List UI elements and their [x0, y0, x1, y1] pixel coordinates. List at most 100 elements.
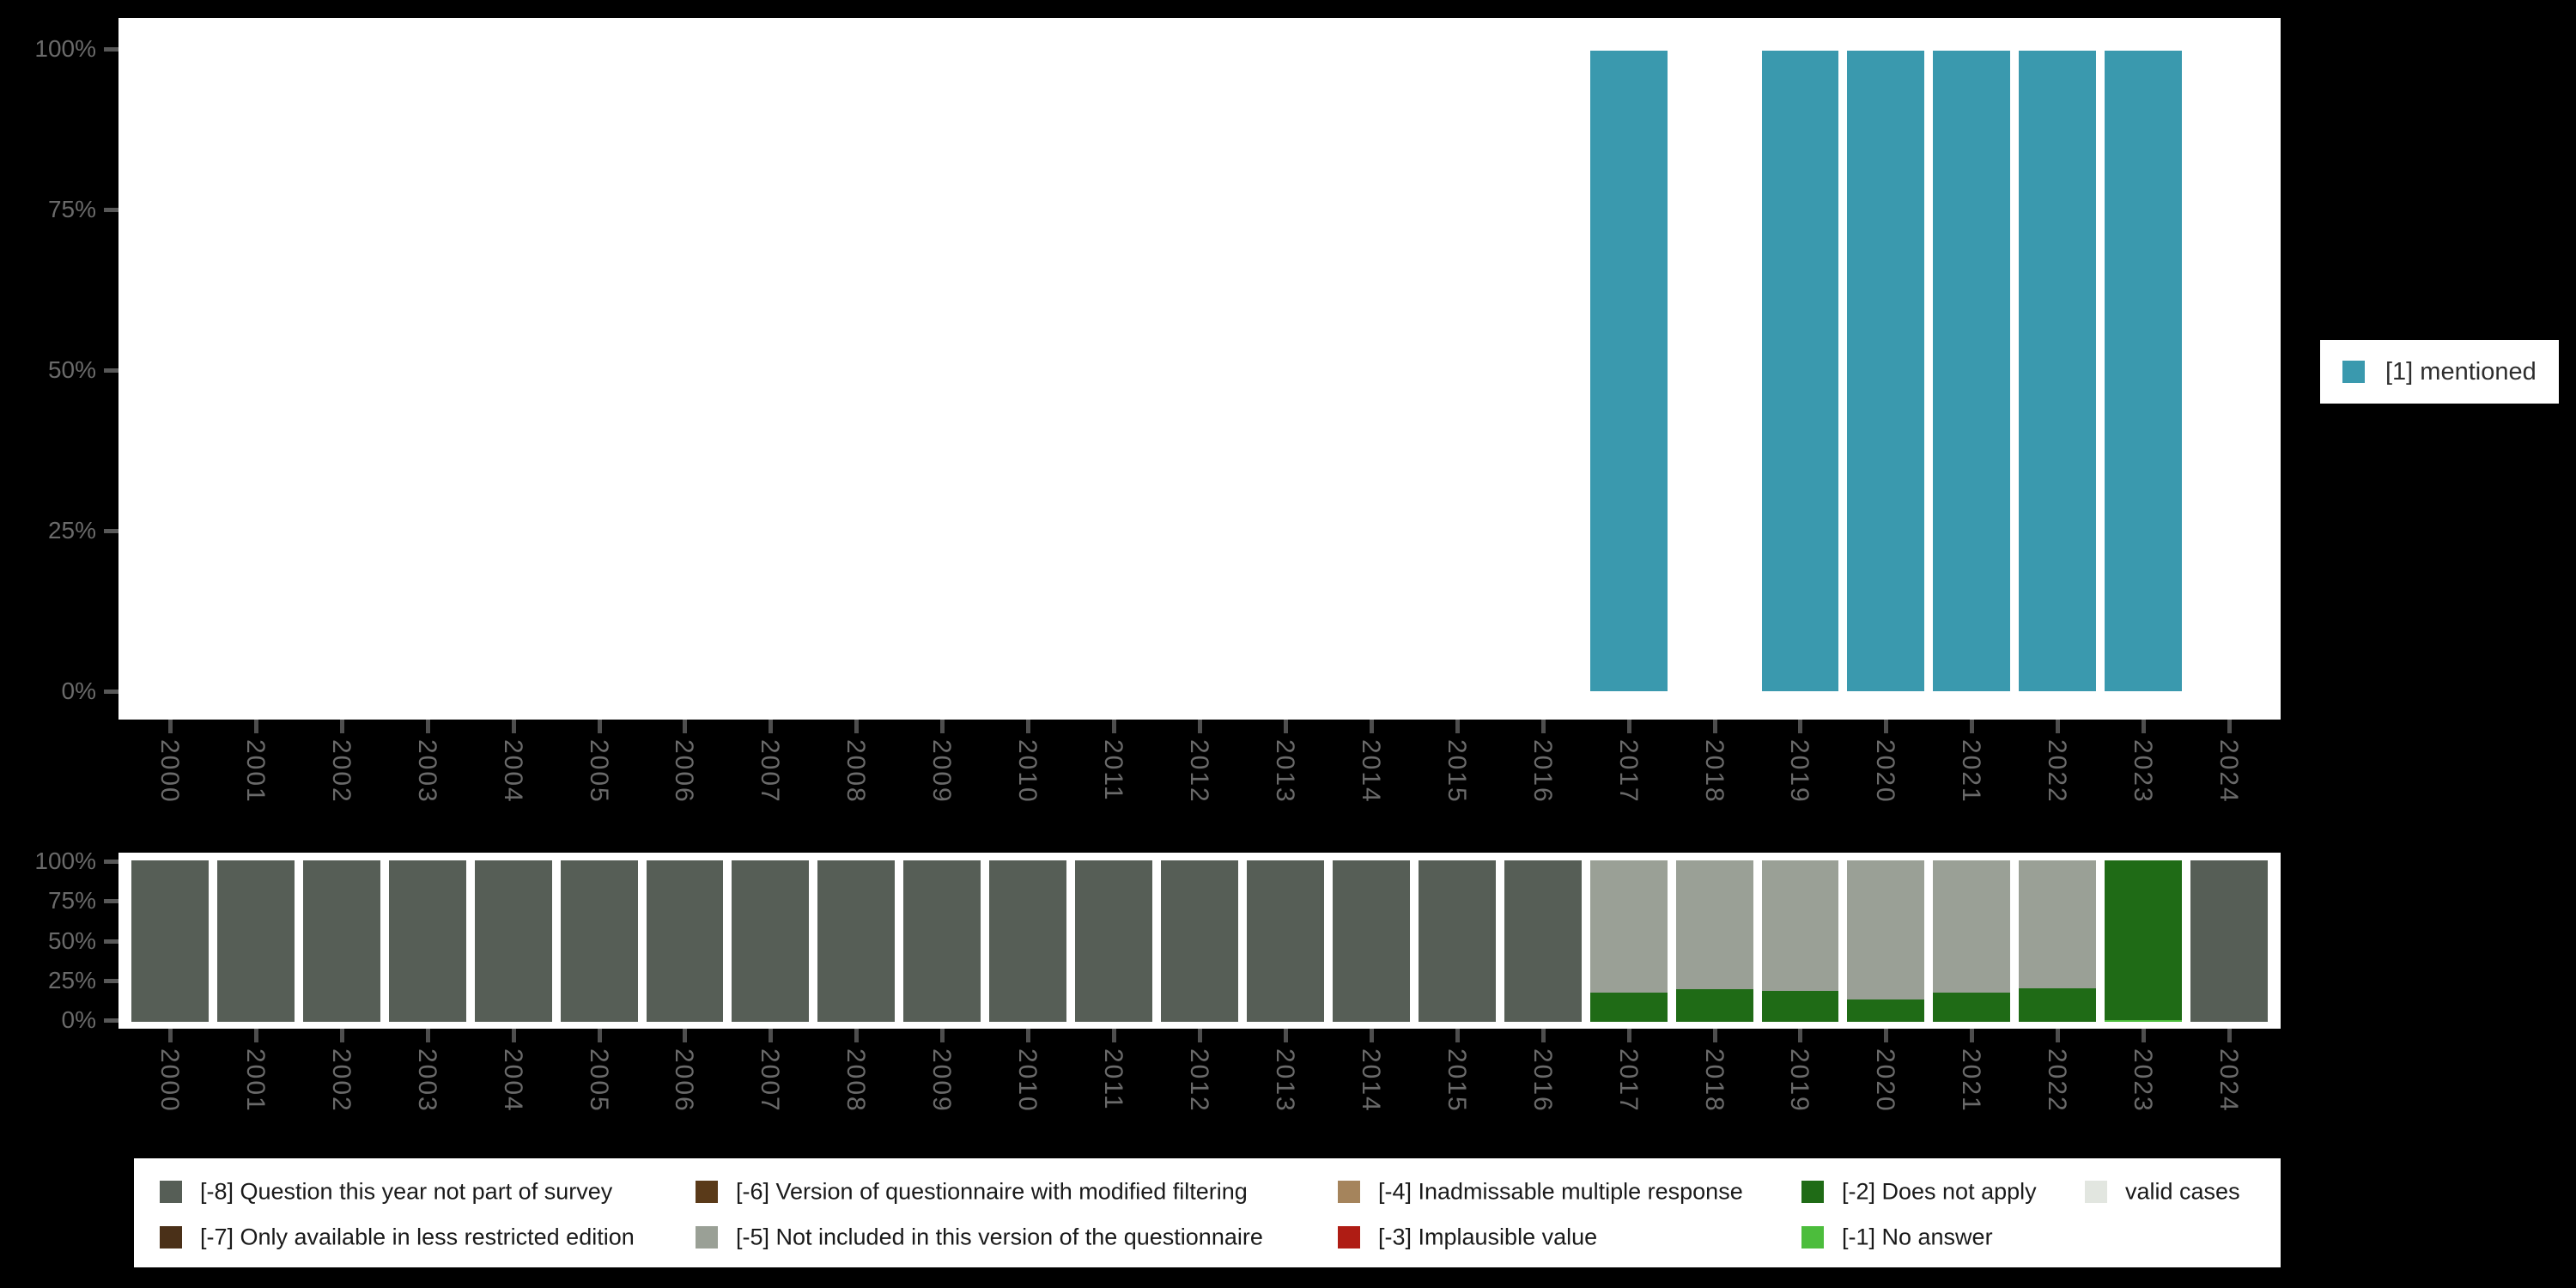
segment-2021--5	[1933, 860, 2011, 993]
segment-2017--5	[1589, 860, 1668, 993]
legend-swatch--1	[1801, 1226, 1824, 1249]
x-tick-mark-2009	[940, 1029, 945, 1042]
segment-2010--8	[989, 860, 1067, 1022]
stacked-bar-2008	[817, 860, 896, 1022]
bar-2023	[2105, 51, 2183, 691]
y-tick-label-25: 25%	[47, 517, 96, 544]
bar-slot-2003	[385, 860, 471, 1022]
x-tick-label-2001: 2001	[240, 1048, 270, 1113]
x-tick-label-2004: 2004	[498, 1048, 527, 1113]
y-tick-mark	[104, 47, 118, 52]
x-tick-label-2013: 2013	[1270, 739, 1299, 804]
x-tick-mark-2016	[1540, 720, 1546, 733]
stacked-bar-2010	[989, 860, 1067, 1022]
bar-slot-2016	[1500, 860, 1586, 1022]
bar-slot-2011	[1071, 51, 1157, 691]
x-tick-label-2012: 2012	[1185, 739, 1213, 804]
x-tick-label-2010: 2010	[1013, 739, 1042, 804]
x-tick-mark-2014	[1369, 1029, 1374, 1042]
bar-slot-2021	[1929, 51, 2014, 691]
segment-2021--2	[1933, 993, 2011, 1022]
x-tick-label-2018: 2018	[1699, 739, 1728, 804]
x-tick-label-2016: 2016	[1528, 1048, 1557, 1113]
segment-2020--2	[1847, 999, 1925, 1022]
y-tick-mark	[104, 899, 118, 903]
x-tick-mark-2005	[597, 1029, 602, 1042]
x-tick-mark-2020	[1884, 720, 1889, 733]
x-tick-label-2022: 2022	[2043, 1048, 2072, 1113]
x-tick-label-2000: 2000	[155, 739, 184, 804]
segment-2011--8	[1075, 860, 1153, 1022]
x-tick-mark-2015	[1455, 1029, 1460, 1042]
y-tick-mark	[104, 939, 118, 944]
x-tick-mark-2018	[1712, 1029, 1717, 1042]
bar-slot-2007	[727, 51, 813, 691]
segment-2022--2	[2019, 987, 2097, 1022]
x-tick-mark-2001	[253, 720, 258, 733]
legend-swatch--7	[160, 1226, 182, 1249]
x-tick-mark-2021	[1970, 720, 1975, 733]
bar-slot-2000	[127, 51, 213, 691]
bar-slot-2003	[385, 51, 471, 691]
stacked-bar-2014	[1332, 860, 1410, 1022]
y-tick-mark	[104, 529, 118, 533]
x-tick-mark-2013	[1283, 1029, 1288, 1042]
bar-slot-2020	[1843, 51, 1929, 691]
bottom-chart-plot-area	[118, 853, 2281, 1029]
x-tick-label-2004: 2004	[498, 739, 527, 804]
segment-2015--8	[1418, 860, 1496, 1022]
y-tick-label-100: 100%	[34, 848, 96, 874]
legend-swatch--5	[696, 1226, 718, 1249]
segment-2022--5	[2019, 860, 2097, 988]
stacked-bar-2004	[474, 860, 552, 1022]
x-tick-mark-2019	[1798, 720, 1803, 733]
bar-slot-2020	[1843, 860, 1929, 1022]
y-tick-label-75: 75%	[47, 196, 96, 222]
y-tick-label-50: 50%	[47, 356, 96, 383]
stacked-bar-2022	[2019, 860, 2097, 1022]
bar-slot-2015	[1414, 860, 1500, 1022]
x-tick-mark-2015	[1455, 720, 1460, 733]
stacked-bar-2018	[1675, 860, 1753, 1022]
stacked-bar-2021	[1933, 860, 2011, 1022]
stacked-bar-2016	[1504, 860, 1582, 1022]
segment-2006--8	[646, 860, 724, 1022]
bar-slot-2016	[1500, 51, 1586, 691]
segment-2019--5	[1761, 860, 1839, 992]
y-tick-mark	[104, 690, 118, 694]
mentioned-legend: [1] mentioned	[2320, 340, 2559, 404]
stacked-bar-2012	[1161, 860, 1238, 1022]
x-tick-label-2010: 2010	[1013, 1048, 1042, 1113]
x-tick-mark-2014	[1369, 720, 1374, 733]
x-tick-mark-2016	[1540, 1029, 1546, 1042]
segment-2023--2	[2105, 860, 2183, 1021]
segment-2023--1	[2105, 1020, 2183, 1022]
x-tick-label-2020: 2020	[1871, 739, 1900, 804]
bar-slot-2014	[1328, 860, 1414, 1022]
x-tick-label-2024: 2024	[2215, 1048, 2244, 1113]
x-tick-mark-2019	[1798, 1029, 1803, 1042]
stacked-bar-2023	[2105, 860, 2183, 1022]
bar-slot-2008	[813, 51, 899, 691]
bar-slot-2024	[2186, 860, 2272, 1022]
bar-slot-2012	[1157, 51, 1242, 691]
x-tick-label-2002: 2002	[326, 739, 355, 804]
segment-2008--8	[817, 860, 896, 1022]
stacked-bar-2000	[131, 860, 209, 1022]
y-tick-mark	[104, 208, 118, 212]
x-tick-label-2002: 2002	[326, 1048, 355, 1113]
legend-swatch--2	[1801, 1181, 1824, 1203]
segment-2005--8	[560, 860, 638, 1022]
bar-slot-2017	[1586, 860, 1672, 1022]
bar-2022	[2019, 51, 2097, 691]
bar-slot-2004	[471, 860, 556, 1022]
y-tick-label-25: 25%	[47, 967, 96, 993]
x-tick-label-2024: 2024	[2215, 739, 2244, 804]
x-tick-mark-2003	[425, 1029, 430, 1042]
x-tick-label-2013: 2013	[1270, 1048, 1299, 1113]
bar-slot-2019	[1758, 51, 1844, 691]
x-tick-label-2017: 2017	[1613, 739, 1643, 804]
x-tick-label-2023: 2023	[2129, 1048, 2158, 1113]
bar-slot-2018	[1672, 860, 1758, 1022]
bar-slot-2023	[2100, 860, 2186, 1022]
